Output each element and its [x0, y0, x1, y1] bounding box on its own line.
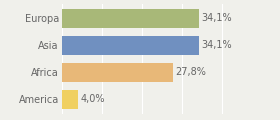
Text: 4,0%: 4,0%	[80, 94, 105, 104]
Bar	[62, 90, 78, 109]
Text: 34,1%: 34,1%	[201, 40, 232, 50]
Bar	[62, 9, 199, 28]
Bar	[62, 63, 173, 82]
Text: 34,1%: 34,1%	[201, 13, 232, 23]
Text: 27,8%: 27,8%	[176, 67, 207, 77]
Bar	[62, 36, 199, 55]
